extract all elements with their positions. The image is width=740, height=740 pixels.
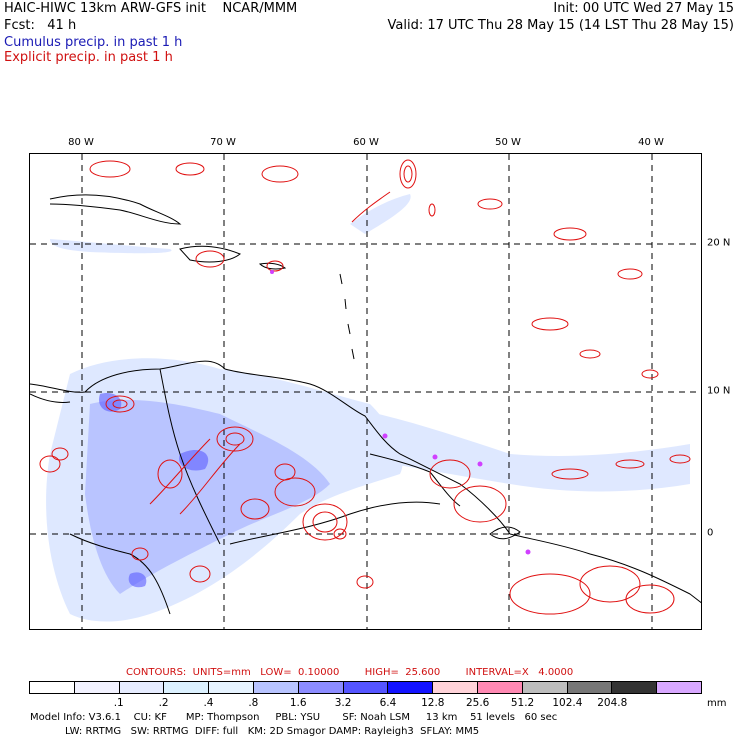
colorbar-tick-label: .1 bbox=[113, 697, 124, 709]
graticule bbox=[30, 154, 701, 629]
colorbar-cell bbox=[164, 682, 210, 693]
coast-hispaniola bbox=[179, 245, 241, 263]
lon-label-40w: 40 W bbox=[638, 137, 664, 148]
legend-explicit: Explicit precip. in past 1 h bbox=[4, 50, 173, 65]
coast-panama bbox=[30, 393, 71, 403]
colorbar-cell bbox=[477, 682, 523, 693]
cumulus-band-north bbox=[350, 194, 411, 234]
colorbar-tick-label: .8 bbox=[248, 697, 259, 709]
valid-time: Valid: 17 UTC Thu 28 May 15 (14 LST Thu … bbox=[387, 18, 735, 33]
lon-label-60w: 60 W bbox=[353, 137, 379, 148]
colorbar-cell bbox=[522, 682, 568, 693]
colorbar-cell bbox=[433, 682, 478, 693]
colorbar-cell bbox=[343, 682, 389, 693]
colorbar-cell bbox=[209, 682, 254, 693]
coast-puerto-rico bbox=[258, 262, 287, 270]
coast-south-america bbox=[30, 360, 701, 604]
border-brazil-north bbox=[229, 501, 441, 545]
colorbar-tick-label: 6.4 bbox=[379, 697, 397, 709]
border-guianas bbox=[369, 453, 461, 507]
colorbar-cell bbox=[298, 682, 344, 693]
map-canvas bbox=[30, 154, 701, 629]
lon-label-70w: 70 W bbox=[210, 137, 236, 148]
init-time: Init: 00 UTC Wed 27 May 15 bbox=[553, 1, 734, 16]
colorbar-tick-label: .4 bbox=[203, 697, 214, 709]
colorbar bbox=[29, 681, 702, 694]
colorbar-tick-label: 1.6 bbox=[289, 697, 307, 709]
colorbar-cell bbox=[74, 682, 120, 693]
colorbar-cell bbox=[612, 682, 658, 693]
colorbar-tick-label: 51.2 bbox=[510, 697, 535, 709]
colorbar-tick-label: 3.2 bbox=[334, 697, 352, 709]
coastlines bbox=[30, 194, 701, 615]
coast-amazon-mouth bbox=[489, 526, 521, 540]
cumulus-precip-field bbox=[46, 194, 690, 622]
colorbar-tick-label: 25.6 bbox=[465, 697, 490, 709]
legend-cumulus: Cumulus precip. in past 1 h bbox=[4, 35, 183, 50]
colorbar-unit: mm bbox=[707, 698, 727, 709]
colorbar-tick-label: 12.8 bbox=[421, 697, 445, 709]
cumulus-strong-cell-b bbox=[179, 449, 209, 471]
precip-map bbox=[29, 153, 702, 630]
contour-info: CONTOURS: UNITS=mm LOW= 0.10000 HIGH= 25… bbox=[126, 667, 574, 678]
cumulus-strong-cell-c bbox=[128, 572, 147, 588]
plot-title: HAIC-HIWC 13km ARW-GFS init NCAR/MMM bbox=[4, 1, 298, 16]
lesser-antilles bbox=[339, 273, 355, 360]
lon-label-80w: 80 W bbox=[68, 137, 94, 148]
explicit-precip-contours bbox=[39, 159, 691, 615]
cumulus-area-mid bbox=[85, 399, 330, 594]
model-info-line1: Model Info: V3.6.1 CU: KF MP: Thompson P… bbox=[30, 712, 558, 723]
colorbar-cell bbox=[388, 682, 434, 693]
forecast-hour: Fcst: 41 h bbox=[4, 18, 77, 33]
lat-label-10n: 10 N bbox=[707, 385, 731, 397]
colorbar-tick-label: .2 bbox=[158, 697, 169, 709]
model-info-line2: LW: RRTMG SW: RRTMG DIFF: full KM: 2D Sm… bbox=[30, 726, 480, 737]
cumulus-area-east bbox=[330, 404, 690, 492]
colorbar-tick-label: 102.4 bbox=[552, 697, 583, 709]
border-colombia-venezuela bbox=[159, 368, 221, 545]
marker-points bbox=[270, 270, 531, 555]
colorbar-cell bbox=[657, 682, 701, 693]
colorbar-cell bbox=[119, 682, 165, 693]
colorbar-cell bbox=[30, 682, 75, 693]
coast-cuba bbox=[49, 194, 182, 225]
lat-label-20n: 20 N bbox=[707, 237, 731, 249]
lat-label-0: 0 bbox=[707, 527, 714, 539]
cumulus-caribbean-strip bbox=[50, 239, 172, 254]
lon-label-50w: 50 W bbox=[495, 137, 521, 148]
border-peru bbox=[69, 533, 171, 615]
colorbar-tick-label: 204.8 bbox=[597, 697, 628, 709]
colorbar-cell bbox=[253, 682, 299, 693]
colorbar-cell bbox=[567, 682, 613, 693]
